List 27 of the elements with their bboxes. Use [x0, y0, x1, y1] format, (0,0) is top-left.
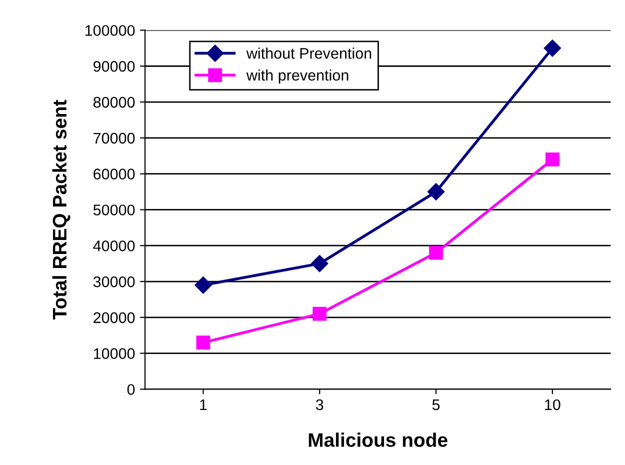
y-tick-label: 60000 — [94, 168, 135, 180]
point — [194, 276, 212, 294]
legend-label: with prevention — [246, 69, 348, 84]
point — [545, 152, 560, 166]
y-tick-label: 70000 — [94, 132, 135, 144]
point — [196, 336, 210, 350]
y-tick-label: 80000 — [93, 96, 135, 108]
point — [311, 255, 328, 272]
y-tick-label: 10000 — [94, 348, 135, 359]
y-tick-label: 40000 — [93, 240, 135, 252]
point — [427, 183, 445, 200]
x-tick-label: 1 — [200, 399, 207, 410]
y-tick-label: 50000 — [93, 204, 135, 216]
x-axis-title: Malicious node — [308, 432, 448, 447]
y-tick-label: 0 — [127, 384, 135, 395]
point — [312, 306, 327, 321]
y-tick-label: 20000 — [94, 312, 135, 324]
point — [544, 40, 561, 57]
y-tick-label: 100000 — [85, 25, 135, 36]
point — [429, 246, 443, 260]
y-tick-label: 90000 — [94, 60, 135, 72]
x-tick-label: 10 — [545, 399, 560, 410]
legend-label: without Prevention — [246, 48, 372, 59]
x-tick-label: 3 — [316, 399, 324, 410]
x-tick-label: 5 — [432, 399, 440, 410]
y-axis-title: Total RREQ Packet sent — [52, 100, 70, 320]
y-tick-label: 30000 — [93, 276, 135, 288]
